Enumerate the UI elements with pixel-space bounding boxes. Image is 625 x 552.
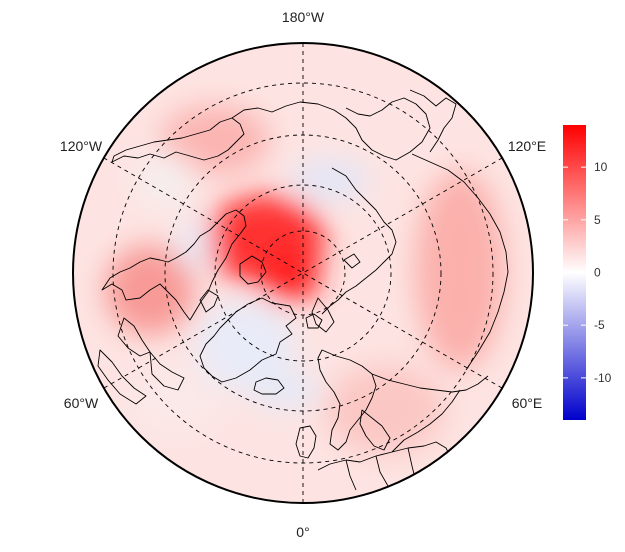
field-blobs xyxy=(105,105,505,455)
colorbar-tick-label: -10 xyxy=(594,371,612,385)
warm-anomaly-pole xyxy=(260,247,320,303)
coastline-alaska xyxy=(111,117,245,163)
label-60e: 60°E xyxy=(512,395,543,411)
cool-anomaly-iceland xyxy=(250,370,320,410)
coastline-baltic xyxy=(359,409,391,451)
coastline-scandinavia xyxy=(317,349,377,451)
warm-anomaly-siberia xyxy=(415,170,505,370)
anomaly-field xyxy=(73,43,533,503)
coastline-uk xyxy=(295,425,317,459)
map-boundary xyxy=(72,42,534,504)
colorbar-tick-label: 0 xyxy=(594,266,601,280)
coastline-novaya-zemlya xyxy=(311,297,335,333)
colorbar-tick-label: 10 xyxy=(594,160,608,174)
cool-anomaly-greenland xyxy=(195,300,295,390)
label-60w: 60°W xyxy=(64,395,99,411)
colorbar-tick-label: 5 xyxy=(594,213,601,227)
cool-anomaly-canadian-archipelago xyxy=(177,220,213,270)
colorbar: 10 5 0 -5 -10 xyxy=(563,125,612,420)
latitude-circle-50 xyxy=(112,82,494,464)
coastline-russia-west xyxy=(371,373,489,393)
coastline-hudson-bay xyxy=(117,317,151,357)
coastline-iceland xyxy=(253,377,285,395)
coastline-kamchatka xyxy=(409,89,457,153)
warm-anomaly-europe xyxy=(325,365,445,455)
coastline-russia-interior-border xyxy=(411,153,509,371)
label-0: 0° xyxy=(296,524,309,540)
colorbar-gradient xyxy=(563,125,586,420)
neutral-band-atlantic xyxy=(125,365,225,435)
label-180w: 180°W xyxy=(282,9,325,25)
coastline-svalbard xyxy=(305,313,323,329)
label-120w: 120°W xyxy=(60,138,103,154)
label-120e: 120°E xyxy=(508,138,546,154)
coastline-east-siberia xyxy=(331,167,397,271)
coastline-taymyr xyxy=(321,269,377,315)
graticule xyxy=(103,43,503,503)
cool-anomaly-east-siberian xyxy=(290,158,370,202)
coastline-east-canada xyxy=(97,349,147,405)
coastline-ellesmere xyxy=(239,255,267,285)
coastline-canada xyxy=(101,209,247,321)
coastlines xyxy=(97,89,509,497)
neutral-band-alaska xyxy=(135,152,195,208)
coastline-europe-borders xyxy=(345,389,461,491)
coastline-labrador xyxy=(149,351,185,391)
coastline-greenland xyxy=(199,297,297,383)
colorbar-tick-label: -5 xyxy=(594,318,605,332)
coastline-chukotka xyxy=(231,97,431,161)
coastline-baffin xyxy=(199,289,219,313)
coastline-severnaya-zemlya xyxy=(343,253,361,269)
colorbar-ticks: 10 5 0 -5 -10 xyxy=(563,160,612,385)
latitude-circle-70 xyxy=(214,184,392,362)
